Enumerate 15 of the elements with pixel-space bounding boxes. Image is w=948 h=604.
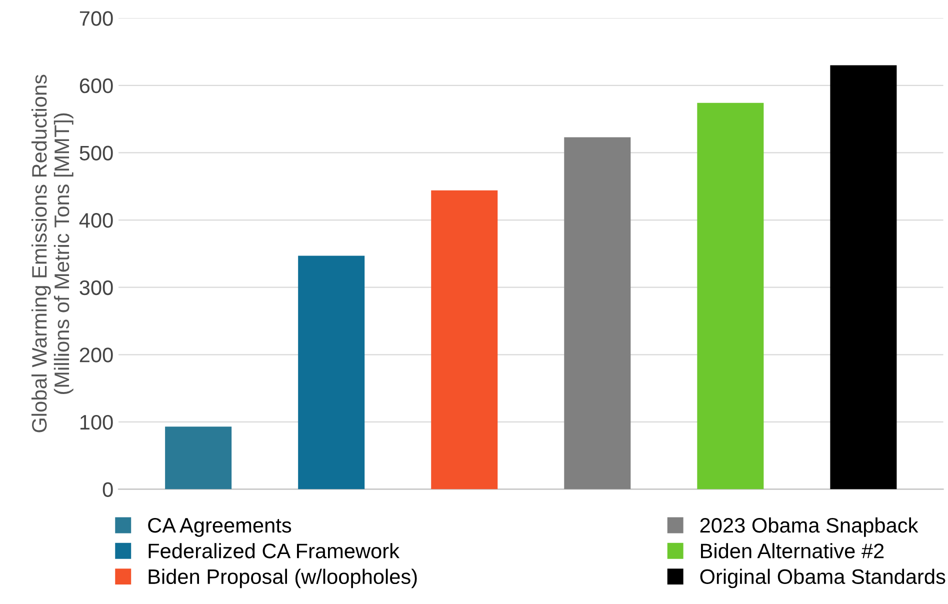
legend-label: 2023 Obama Snapback (700, 517, 918, 537)
y-tick-label: 0 (102, 482, 113, 497)
y-tick-label: 700 (80, 11, 113, 26)
legend-label: Federalized CA Framework (148, 543, 400, 558)
y-tick-label: 100 (80, 414, 113, 430)
legend-label: CA Agreements (148, 518, 292, 537)
y-tick-label: 500 (80, 146, 113, 160)
y-tick-label: 600 (80, 78, 113, 94)
y-axis-title: Global Warming Emissions Reductions (Millions of Metric Tons [MMT]) (31, 74, 74, 432)
legend-label: Biden Proposal (w/loopholes) (148, 568, 417, 588)
y-tick-label: 400 (79, 213, 113, 228)
legend-label: Original Obama Standards (700, 568, 946, 588)
legend-label: Biden Alternative #2 (701, 543, 884, 558)
y-tick-label: 300 (80, 280, 113, 296)
y-tick-label: 200 (80, 348, 113, 362)
